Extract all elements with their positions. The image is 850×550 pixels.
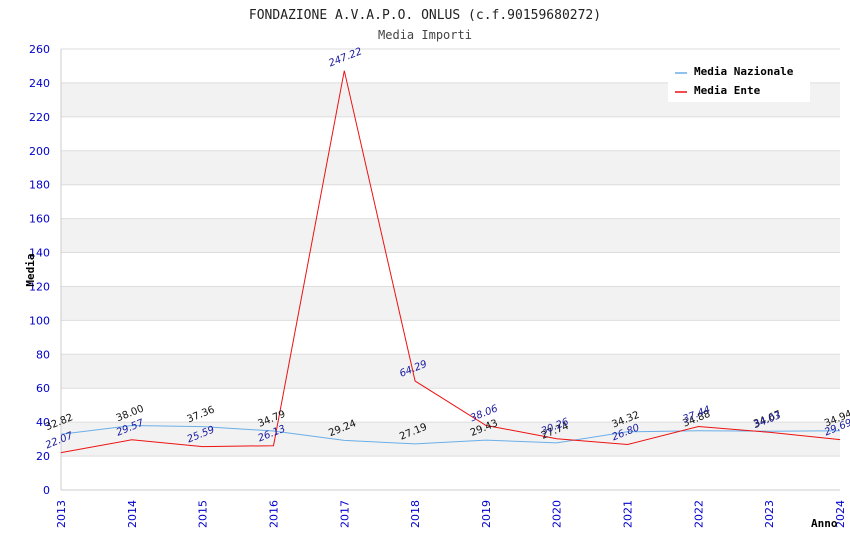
x-tick-label: 2020 [551,500,564,528]
y-axis-title: Media [24,253,37,286]
x-tick-label: 2013 [55,500,68,528]
y-tick-label: 60 [36,382,50,395]
y-tick-label: 260 [29,43,50,56]
y-axis-ticks: 0 20 40 60 80 100 120 140 160 180 200 220 240 260 [29,43,50,497]
y-tick-label: 0 [43,484,50,497]
series-lines [60,70,841,454]
y-tick-label: 160 [29,213,50,226]
legend: Media Nazionale Media Ente [668,60,810,102]
y-tick-label: 180 [29,179,50,192]
chart-title: FONDAZIONE A.V.A.P.O. ONLUS (c.f.9015968… [249,8,601,23]
legend-label-media-ente: Media Ente [694,84,761,97]
x-tick-label: 2023 [763,500,776,528]
y-tick-label: 80 [36,348,50,361]
y-tick-label: 20 [36,450,50,463]
x-axis-title: Anno [811,517,838,530]
x-axis-ticks: 2013 2014 2015 2016 2017 2018 2019 2020 2021 2022… [55,500,847,528]
grid-band [61,218,840,253]
grid-band [61,286,840,321]
y-tick-label: 100 [29,314,50,327]
y-tick-label: 200 [29,145,50,158]
x-tick-label: 2019 [480,500,493,528]
x-tick-label: 2017 [338,500,351,528]
y-tick-label: 120 [29,280,50,293]
y-tick-label: 220 [29,111,50,124]
x-tick-label: 2022 [692,500,705,528]
gridlines [61,48,840,491]
x-tick-label: 2018 [409,500,422,528]
y-tick-label: 240 [29,77,50,90]
grid-band [61,422,840,457]
axes [60,49,840,491]
grid-bands [61,82,840,457]
legend-label-media-nazionale: Media Nazionale [694,65,794,78]
y-tick-label: 140 [29,247,50,260]
data-label-media-ente: 247.22 [327,46,364,69]
x-tick-label: 2016 [267,500,280,528]
chart-subtitle: Media Importi [378,28,472,42]
y-tick-label: 40 [36,416,50,429]
x-tick-label: 2015 [197,500,210,528]
legend-box [668,60,810,102]
series-line-media-ente [60,70,841,454]
series-line-media-nazionale [60,424,841,445]
grid-band [61,354,840,389]
x-tick-label: 2021 [622,500,635,528]
grid-band [61,150,840,185]
x-tick-label: 2024 [834,500,847,528]
x-tick-label: 2014 [126,500,139,528]
